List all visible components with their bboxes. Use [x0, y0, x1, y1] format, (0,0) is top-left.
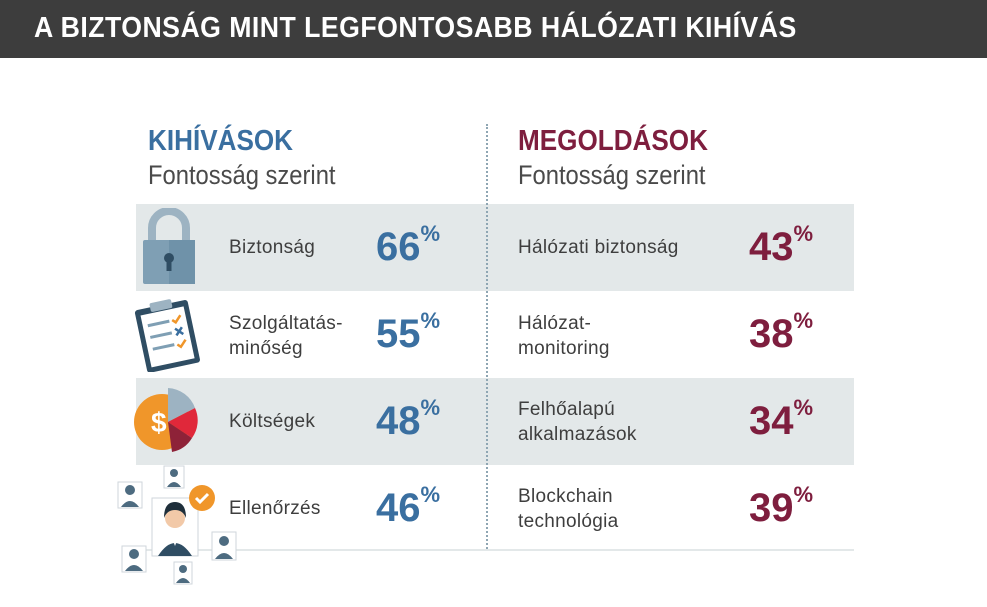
clipboard-checklist-icon [134, 299, 200, 372]
solution-value-3: 34% [749, 395, 814, 443]
row-band-1 [136, 204, 854, 291]
solution-value-2: 38% [749, 308, 814, 356]
challenge-label-1: Biztonság [229, 237, 316, 258]
solution-label-1: Hálózati biztonság [518, 237, 679, 258]
challenge-label-3: Költségek [229, 411, 316, 432]
padlock-icon [143, 208, 195, 284]
svg-text:$: $ [151, 407, 167, 438]
solution-value-1: 43% [749, 221, 814, 269]
row-band-3 [136, 378, 854, 465]
bottom-rule [136, 549, 854, 551]
solutions-subheading: Fontosság szerint [518, 160, 706, 190]
challenges-heading: KIHÍVÁSOK [148, 125, 294, 157]
challenge-value-4: 46% [376, 482, 441, 530]
solution-label-4: Blockchain technológia [518, 486, 619, 532]
page-title: A BIZTONSÁG MINT LEGFONTOSABB HÁLÓZATI K… [34, 12, 797, 44]
dollar-pie-chart-icon: $ [134, 388, 198, 452]
people-network-icon [117, 465, 237, 585]
challenge-value-2: 55% [376, 308, 441, 356]
challenge-value-3: 48% [376, 395, 441, 443]
solutions-heading: MEGOLDÁSOK [518, 125, 708, 157]
challenge-label-2: Szolgáltatás- minőség [229, 313, 343, 359]
solution-label-2: Hálózat- monitoring [518, 313, 610, 359]
challenges-subheading: Fontosság szerint [148, 160, 336, 190]
title-bar: A BIZTONSÁG MINT LEGFONTOSABB HÁLÓZATI K… [0, 0, 987, 58]
challenge-value-1: 66% [376, 221, 441, 269]
column-divider [486, 124, 488, 549]
challenge-label-4: Ellenőrzés [229, 498, 321, 519]
solution-value-4: 39% [749, 482, 814, 530]
solution-label-3: Felhőalapú alkalmazások [518, 399, 637, 445]
